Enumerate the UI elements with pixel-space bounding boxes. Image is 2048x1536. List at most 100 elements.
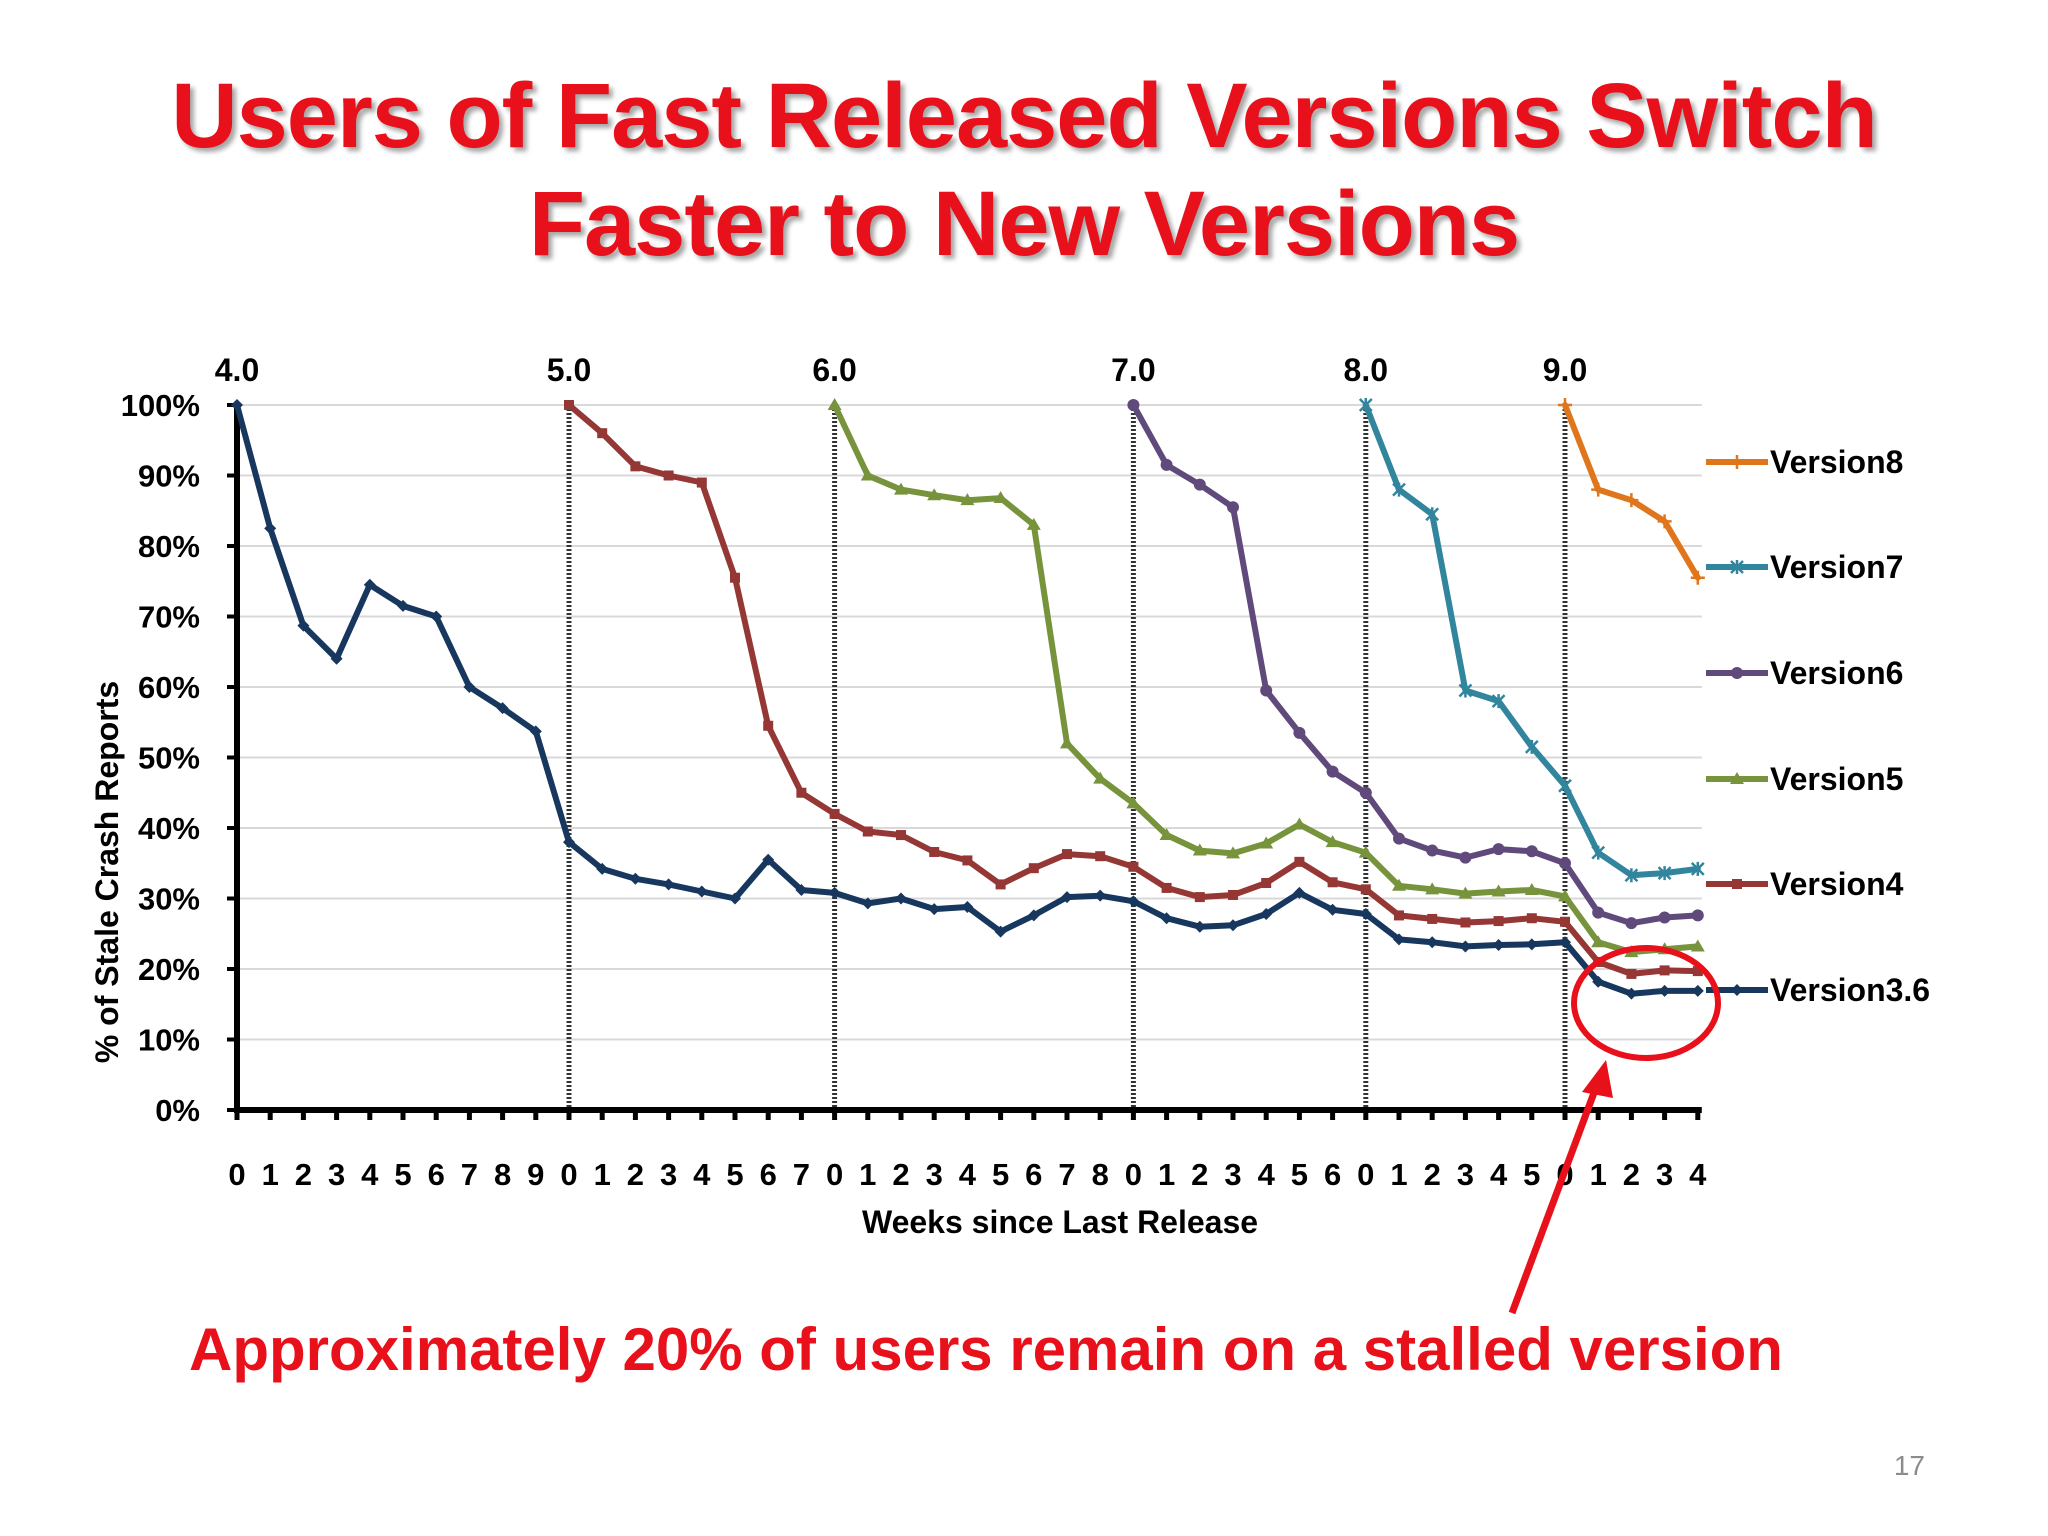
release-label: 5.0 (547, 352, 591, 388)
data-point (1259, 836, 1274, 849)
series-line (1562, 402, 1701, 581)
release-label: 9.0 (1543, 352, 1587, 388)
legend-label: Version6 (1770, 655, 1903, 691)
callout-arrow (1508, 1080, 1602, 1315)
series-version7 (1358, 398, 1705, 883)
data-point (1193, 478, 1206, 491)
legend-label: Version4 (1770, 866, 1904, 902)
data-point (264, 522, 277, 535)
legend-label: Version3.6 (1770, 972, 1930, 1008)
y-tick-label: 0% (155, 1093, 200, 1128)
data-point (1061, 891, 1073, 904)
data-point (1731, 667, 1743, 679)
data-point (1062, 849, 1072, 860)
slide-title: Users of Fast Released Versions Switch F… (0, 62, 2048, 278)
data-point (1525, 845, 1538, 858)
data-point (1591, 845, 1606, 860)
x-tick-label: 6 (760, 1157, 777, 1192)
data-point (1730, 560, 1744, 574)
data-point (995, 879, 1006, 890)
data-point (1558, 778, 1572, 793)
data-point (1425, 507, 1440, 522)
data-point (1658, 984, 1671, 997)
x-tick-label: 7 (793, 1157, 810, 1192)
data-point (828, 886, 841, 899)
data-point (1260, 684, 1273, 697)
legend-label: Version5 (1770, 761, 1903, 797)
x-tick-label: 4 (361, 1157, 379, 1192)
data-point (1360, 884, 1371, 895)
data-point (1730, 772, 1744, 784)
data-point (1393, 933, 1405, 946)
data-point (994, 925, 1007, 938)
title-line-2: Faster to New Versions (528, 173, 1520, 275)
x-tick-label: 6 (1025, 1157, 1042, 1192)
data-point (695, 885, 708, 898)
data-point (1691, 984, 1704, 997)
x-tick-label: 3 (660, 1157, 677, 1192)
series-line (1130, 402, 1701, 927)
data-point (1460, 917, 1471, 928)
data-point (663, 470, 674, 481)
annotation-text: Approximately 20% of users remain on a s… (189, 1316, 1783, 1383)
data-point (1690, 570, 1705, 585)
data-point (795, 884, 808, 897)
x-tick-label: 5 (1291, 1157, 1308, 1192)
x-tick-label: 2 (627, 1157, 644, 1192)
data-point (730, 572, 740, 583)
x-tick-label: 4 (693, 1157, 711, 1192)
data-point (1732, 879, 1742, 889)
x-tick-label: 4 (1258, 1157, 1276, 1192)
data-point (1094, 889, 1107, 902)
data-point (1459, 851, 1472, 864)
x-tick-label: 0 (228, 1157, 245, 1192)
series-version3-6 (231, 399, 1704, 1000)
release-label: 8.0 (1344, 352, 1388, 388)
release-label: 4.0 (215, 352, 259, 388)
y-tick-label: 30% (138, 882, 200, 917)
data-point (696, 477, 707, 488)
data-point (1127, 399, 1140, 411)
x-tick-label: 0 (1357, 1157, 1374, 1192)
callout-arrowhead (1582, 1060, 1613, 1098)
data-point (762, 853, 775, 866)
data-point (1427, 913, 1438, 924)
x-tick-label: 1 (1390, 1157, 1407, 1192)
y-tick-label: 10% (138, 1023, 200, 1058)
data-point (1425, 882, 1440, 895)
data-point (1626, 968, 1637, 979)
data-point (1128, 861, 1139, 872)
x-tick-label: 7 (461, 1157, 478, 1192)
data-point (563, 836, 575, 849)
legend-item: Version4 (1706, 866, 1904, 902)
y-tick-label: 60% (138, 670, 200, 705)
data-point (928, 903, 941, 916)
data-point (529, 725, 542, 738)
data-point (1657, 514, 1672, 529)
x-tick-label: 4 (959, 1157, 977, 1192)
data-point (1659, 965, 1670, 976)
data-point (463, 681, 476, 693)
data-point (1624, 493, 1639, 508)
series-version8 (1558, 398, 1705, 585)
data-point (1558, 398, 1572, 412)
x-tick-label: 3 (328, 1157, 345, 1192)
data-point (1524, 883, 1539, 896)
data-point (1731, 984, 1743, 996)
data-point (927, 488, 942, 501)
data-point (630, 461, 641, 472)
data-point (1691, 909, 1704, 922)
data-point (1127, 895, 1140, 908)
data-point (960, 493, 975, 506)
data-point (1326, 765, 1339, 778)
data-point (1326, 903, 1339, 916)
data-point (596, 862, 609, 875)
data-point (1228, 889, 1238, 900)
x-tick-label: 3 (926, 1157, 943, 1192)
x-tick-label: 5 (1523, 1157, 1540, 1192)
x-tick-label: 6 (1324, 1157, 1341, 1192)
series-version5 (827, 398, 1705, 958)
data-point (1359, 908, 1372, 921)
data-point (1026, 517, 1041, 530)
data-point (1559, 857, 1571, 870)
